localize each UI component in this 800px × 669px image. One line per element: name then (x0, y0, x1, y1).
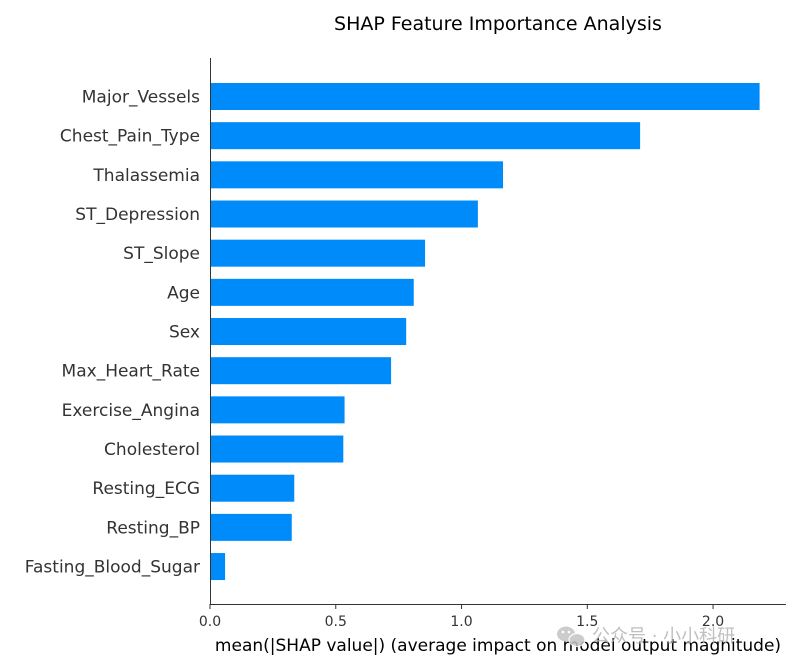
chart-title: SHAP Feature Importance Analysis (334, 13, 662, 35)
y-tick-label: Thalassemia (92, 166, 200, 186)
y-tick-label: Major_Vessels (82, 88, 200, 108)
x-tick-label: 0.5 (325, 614, 347, 630)
bar-fasting-blood-sugar (210, 553, 226, 581)
bar-resting-ecg (210, 474, 295, 502)
bar-thalassemia (210, 161, 504, 189)
bar-major-vessels (210, 83, 760, 110)
y-tick-label: Sex (169, 323, 200, 343)
y-tick-label: Exercise_Angina (62, 401, 200, 421)
wechat-icon (557, 626, 586, 648)
bars-group (210, 83, 760, 581)
y-tick-labels: Major_Vessels Chest_Pain_Type Thalassemia S… (25, 88, 200, 578)
y-tick-label: Chest_Pain_Type (60, 127, 200, 147)
bar-sex (210, 318, 407, 346)
y-tick-label: ST_Depression (75, 205, 200, 225)
watermark-text: 公众号 · 小小科研 (592, 626, 735, 647)
y-tick-label: Fasting_Blood_Sugar (25, 558, 200, 578)
x-tick-label: 1.5 (576, 614, 598, 630)
bar-chest-pain-type (210, 122, 641, 150)
bar-exercise-angina (210, 396, 345, 424)
watermark: 公众号 · 小小科研 (557, 626, 735, 648)
bar-age (210, 278, 414, 306)
x-tick-label: 1.0 (450, 614, 472, 630)
x-axis-label: mean(|SHAP value|) (average impact on mo… (215, 636, 781, 656)
x-tick-label: 2.0 (702, 614, 724, 630)
y-tick-label: Cholesterol (104, 440, 200, 460)
bar-cholesterol (210, 435, 344, 463)
y-tick-label: Resting_BP (106, 518, 200, 538)
bar-st-slope (210, 239, 426, 267)
y-tick-label: Age (167, 283, 200, 303)
bar-st-depression (210, 200, 478, 228)
bar-max-heart-rate (210, 357, 392, 385)
bar-resting-bp (210, 513, 292, 541)
y-tick-label: ST_Slope (123, 244, 200, 264)
y-tick-label: Resting_ECG (92, 479, 200, 499)
y-tick-label: Max_Heart_Rate (62, 362, 200, 382)
x-tick-label: 0.0 (199, 614, 221, 630)
x-ticks: 0.0 0.5 1.0 1.5 2.0 (199, 604, 724, 630)
